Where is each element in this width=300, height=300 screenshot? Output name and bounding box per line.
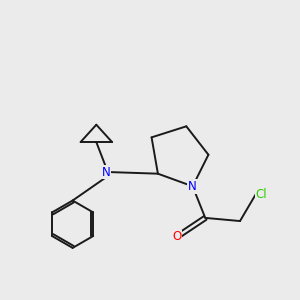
Text: N: N xyxy=(101,166,110,178)
Text: N: N xyxy=(188,180,197,193)
Text: O: O xyxy=(172,230,182,243)
Text: Cl: Cl xyxy=(256,188,267,201)
